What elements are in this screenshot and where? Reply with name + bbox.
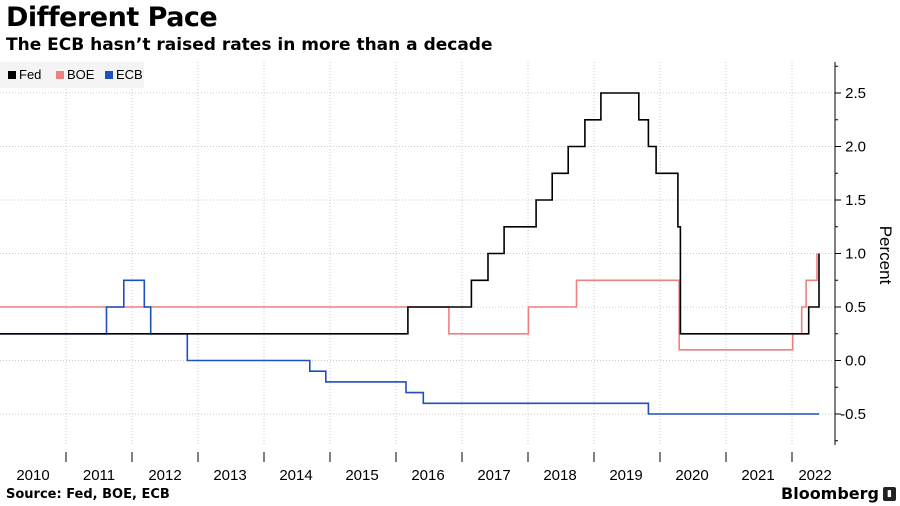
legend-label-boe: BOE [67,67,95,82]
source-note: Source: Fed, BOE, ECB [6,487,170,502]
y-tick-label: 0.0 [845,353,866,370]
legend-label-ecb: ECB [116,67,143,82]
x-tick-label: 2022 [798,467,831,484]
legend: Fed BOE ECB [0,62,144,88]
y-tick-label: -0.5 [840,406,866,423]
legend-label-fed: Fed [19,67,41,82]
grid [0,62,835,445]
x-tick-label: 2013 [213,467,246,484]
x-tick-label: 2021 [741,467,774,484]
x-tick-label: 2019 [609,467,642,484]
x-tick-label: 2017 [477,467,510,484]
y-tick-label: 1.0 [845,246,866,263]
x-tick-label: 2010 [16,467,49,484]
x-tick-label: 2011 [83,467,115,484]
x-tick-label: 2015 [345,467,378,484]
series-line-fed [0,92,820,335]
legend-box [0,62,144,88]
x-tick-label: 2018 [543,467,576,484]
brand-name: Bloomberg [781,484,879,503]
x-tick-label: 2016 [411,467,444,484]
y-tick-label: 0.5 [845,299,866,316]
legend-swatch-ecb [105,71,113,79]
y-axis-title: Percent [876,226,895,285]
y-tick-label: 1.5 [845,192,866,209]
axes: 2010 2011 2012 2013 2014 2015 2016 2017 2018 2019… [16,62,895,484]
series-line-ecb [0,279,819,415]
x-tick-label: 2014 [279,467,312,484]
legend-swatch-fed [8,71,16,79]
brand-logo: Bloomberg ▮ [781,484,896,503]
y-tick-label: 2.0 [845,139,866,156]
series-lines [0,92,820,415]
y-tick-label: 2.5 [845,85,866,102]
terminal-icon: ▮ [883,486,896,501]
x-tick-label: 2020 [675,467,708,484]
legend-swatch-boe [56,71,64,79]
x-tick-label: 2012 [148,467,181,484]
series-line-boe [0,253,818,351]
chart-subtitle: The ECB hasn’t raised rates in more than… [6,35,493,55]
chart-title: Different Pace [6,2,218,33]
